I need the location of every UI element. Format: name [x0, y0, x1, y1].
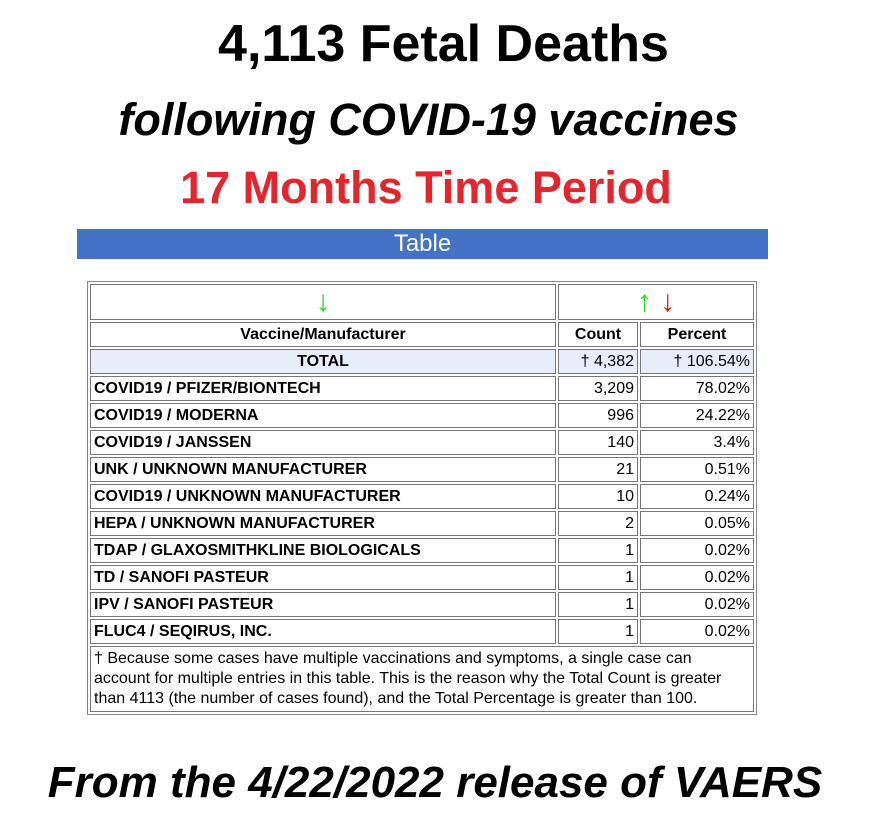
header-row: Vaccine/Manufacturer Count Percent	[90, 322, 754, 347]
vaccine-name: COVID19 / UNKNOWN MANUFACTURER	[90, 484, 556, 509]
count-cell: 21	[558, 457, 638, 482]
sort-down-arrow-icon[interactable]: ↓	[660, 285, 676, 318]
table-row: COVID19 / UNKNOWN MANUFACTURER 10 0.24%	[90, 484, 754, 509]
percent-cell: 3.4%	[640, 430, 754, 455]
percent-cell: 0.05%	[640, 511, 754, 536]
vaccine-name: FLUC4 / SEQIRUS, INC.	[90, 619, 556, 644]
header-percent[interactable]: Percent	[640, 322, 754, 347]
percent-cell: 0.24%	[640, 484, 754, 509]
vaccine-name: COVID19 / MODERNA	[90, 403, 556, 428]
sort-down-arrow-icon[interactable]: ↓	[315, 285, 331, 318]
percent-cell: 0.02%	[640, 592, 754, 617]
count-cell: 1	[558, 538, 638, 563]
count-cell: 1	[558, 565, 638, 590]
percent-cell: 24.22%	[640, 403, 754, 428]
vaccine-name: HEPA / UNKNOWN MANUFACTURER	[90, 511, 556, 536]
vaccine-name: UNK / UNKNOWN MANUFACTURER	[90, 457, 556, 482]
footnote-row: † Because some cases have multiple vacci…	[90, 646, 754, 712]
table-row: FLUC4 / SEQIRUS, INC. 1 0.02%	[90, 619, 754, 644]
vaccine-table: ↓ ↑ ↓ Vaccine/Manufacturer Count Percent…	[87, 281, 757, 715]
vaccine-name: IPV / SANOFI PASTEUR	[90, 592, 556, 617]
count-cell: 2	[558, 511, 638, 536]
table-row: COVID19 / PFIZER/BIONTECH 3,209 78.02%	[90, 376, 754, 401]
table-row: HEPA / UNKNOWN MANUFACTURER 2 0.05%	[90, 511, 754, 536]
total-row: TOTAL † 4,382 † 106.54%	[90, 349, 754, 374]
vaccine-name: COVID19 / PFIZER/BIONTECH	[90, 376, 556, 401]
table-row: UNK / UNKNOWN MANUFACTURER 21 0.51%	[90, 457, 754, 482]
count-cell: 996	[558, 403, 638, 428]
page-title: 4,113 Fetal Deaths	[218, 15, 669, 73]
percent-cell: 0.02%	[640, 619, 754, 644]
count-cell: 1	[558, 592, 638, 617]
count-cell: 140	[558, 430, 638, 455]
sort-up-arrow-icon[interactable]: ↑	[636, 285, 652, 318]
page-subtitle: following COVID-19 vaccines	[118, 94, 739, 145]
total-percent: † 106.54%	[640, 349, 754, 374]
sort-row: ↓ ↑ ↓	[90, 284, 754, 320]
table-row: IPV / SANOFI PASTEUR 1 0.02%	[90, 592, 754, 617]
vaccine-name: TD / SANOFI PASTEUR	[90, 565, 556, 590]
percent-cell: 78.02%	[640, 376, 754, 401]
table-row: COVID19 / MODERNA 996 24.22%	[90, 403, 754, 428]
count-cell: 10	[558, 484, 638, 509]
header-vaccine[interactable]: Vaccine/Manufacturer	[90, 322, 556, 347]
table-row: COVID19 / JANSSEN 140 3.4%	[90, 430, 754, 455]
header-count[interactable]: Count	[558, 322, 638, 347]
total-count: † 4,382	[558, 349, 638, 374]
table-label-bar: Table	[77, 229, 768, 259]
source-caption: From the 4/22/2022 release of VAERS	[47, 758, 823, 807]
time-period: 17 Months Time Period	[180, 162, 672, 213]
vaccine-name: COVID19 / JANSSEN	[90, 430, 556, 455]
vaccine-name: TDAP / GLAXOSMITHKLINE BIOLOGICALS	[90, 538, 556, 563]
total-label: TOTAL	[90, 349, 556, 374]
percent-cell: 0.02%	[640, 538, 754, 563]
count-cell: 1	[558, 619, 638, 644]
count-cell: 3,209	[558, 376, 638, 401]
footnote: † Because some cases have multiple vacci…	[90, 646, 754, 712]
percent-cell: 0.02%	[640, 565, 754, 590]
table-row: TD / SANOFI PASTEUR 1 0.02%	[90, 565, 754, 590]
table-row: TDAP / GLAXOSMITHKLINE BIOLOGICALS 1 0.02%	[90, 538, 754, 563]
percent-cell: 0.51%	[640, 457, 754, 482]
